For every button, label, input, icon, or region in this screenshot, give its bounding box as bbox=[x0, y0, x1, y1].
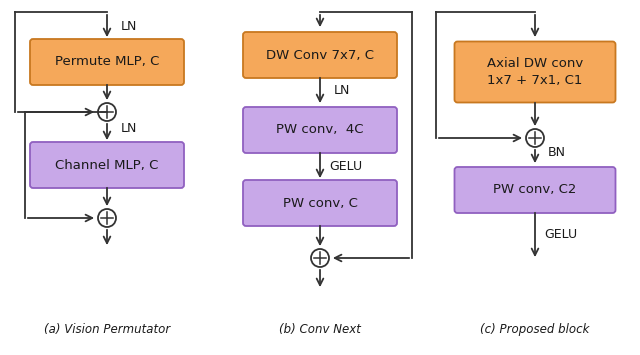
FancyBboxPatch shape bbox=[30, 39, 184, 85]
Text: (b) Conv Next: (b) Conv Next bbox=[279, 323, 361, 337]
Text: Axial DW conv
1x7 + 7x1, C1: Axial DW conv 1x7 + 7x1, C1 bbox=[487, 57, 583, 87]
FancyBboxPatch shape bbox=[30, 142, 184, 188]
FancyBboxPatch shape bbox=[454, 42, 616, 103]
Text: LN: LN bbox=[121, 21, 137, 33]
Text: DW Conv 7x7, C: DW Conv 7x7, C bbox=[266, 49, 374, 61]
Text: PW conv, C: PW conv, C bbox=[283, 197, 357, 209]
Text: Permute MLP, C: Permute MLP, C bbox=[55, 55, 159, 69]
Text: LN: LN bbox=[334, 84, 350, 98]
Text: PW conv, C2: PW conv, C2 bbox=[493, 184, 577, 197]
FancyBboxPatch shape bbox=[243, 32, 397, 78]
Text: PW conv,  4C: PW conv, 4C bbox=[276, 124, 364, 137]
FancyBboxPatch shape bbox=[454, 167, 616, 213]
Text: LN: LN bbox=[121, 121, 137, 135]
Text: (c) Proposed block: (c) Proposed block bbox=[480, 323, 589, 337]
FancyBboxPatch shape bbox=[243, 180, 397, 226]
Text: BN: BN bbox=[548, 147, 566, 159]
FancyBboxPatch shape bbox=[243, 107, 397, 153]
Text: Channel MLP, C: Channel MLP, C bbox=[55, 158, 159, 171]
Text: (a) Vision Permutator: (a) Vision Permutator bbox=[44, 323, 170, 337]
Text: GELU: GELU bbox=[545, 229, 577, 241]
Text: GELU: GELU bbox=[330, 159, 363, 173]
